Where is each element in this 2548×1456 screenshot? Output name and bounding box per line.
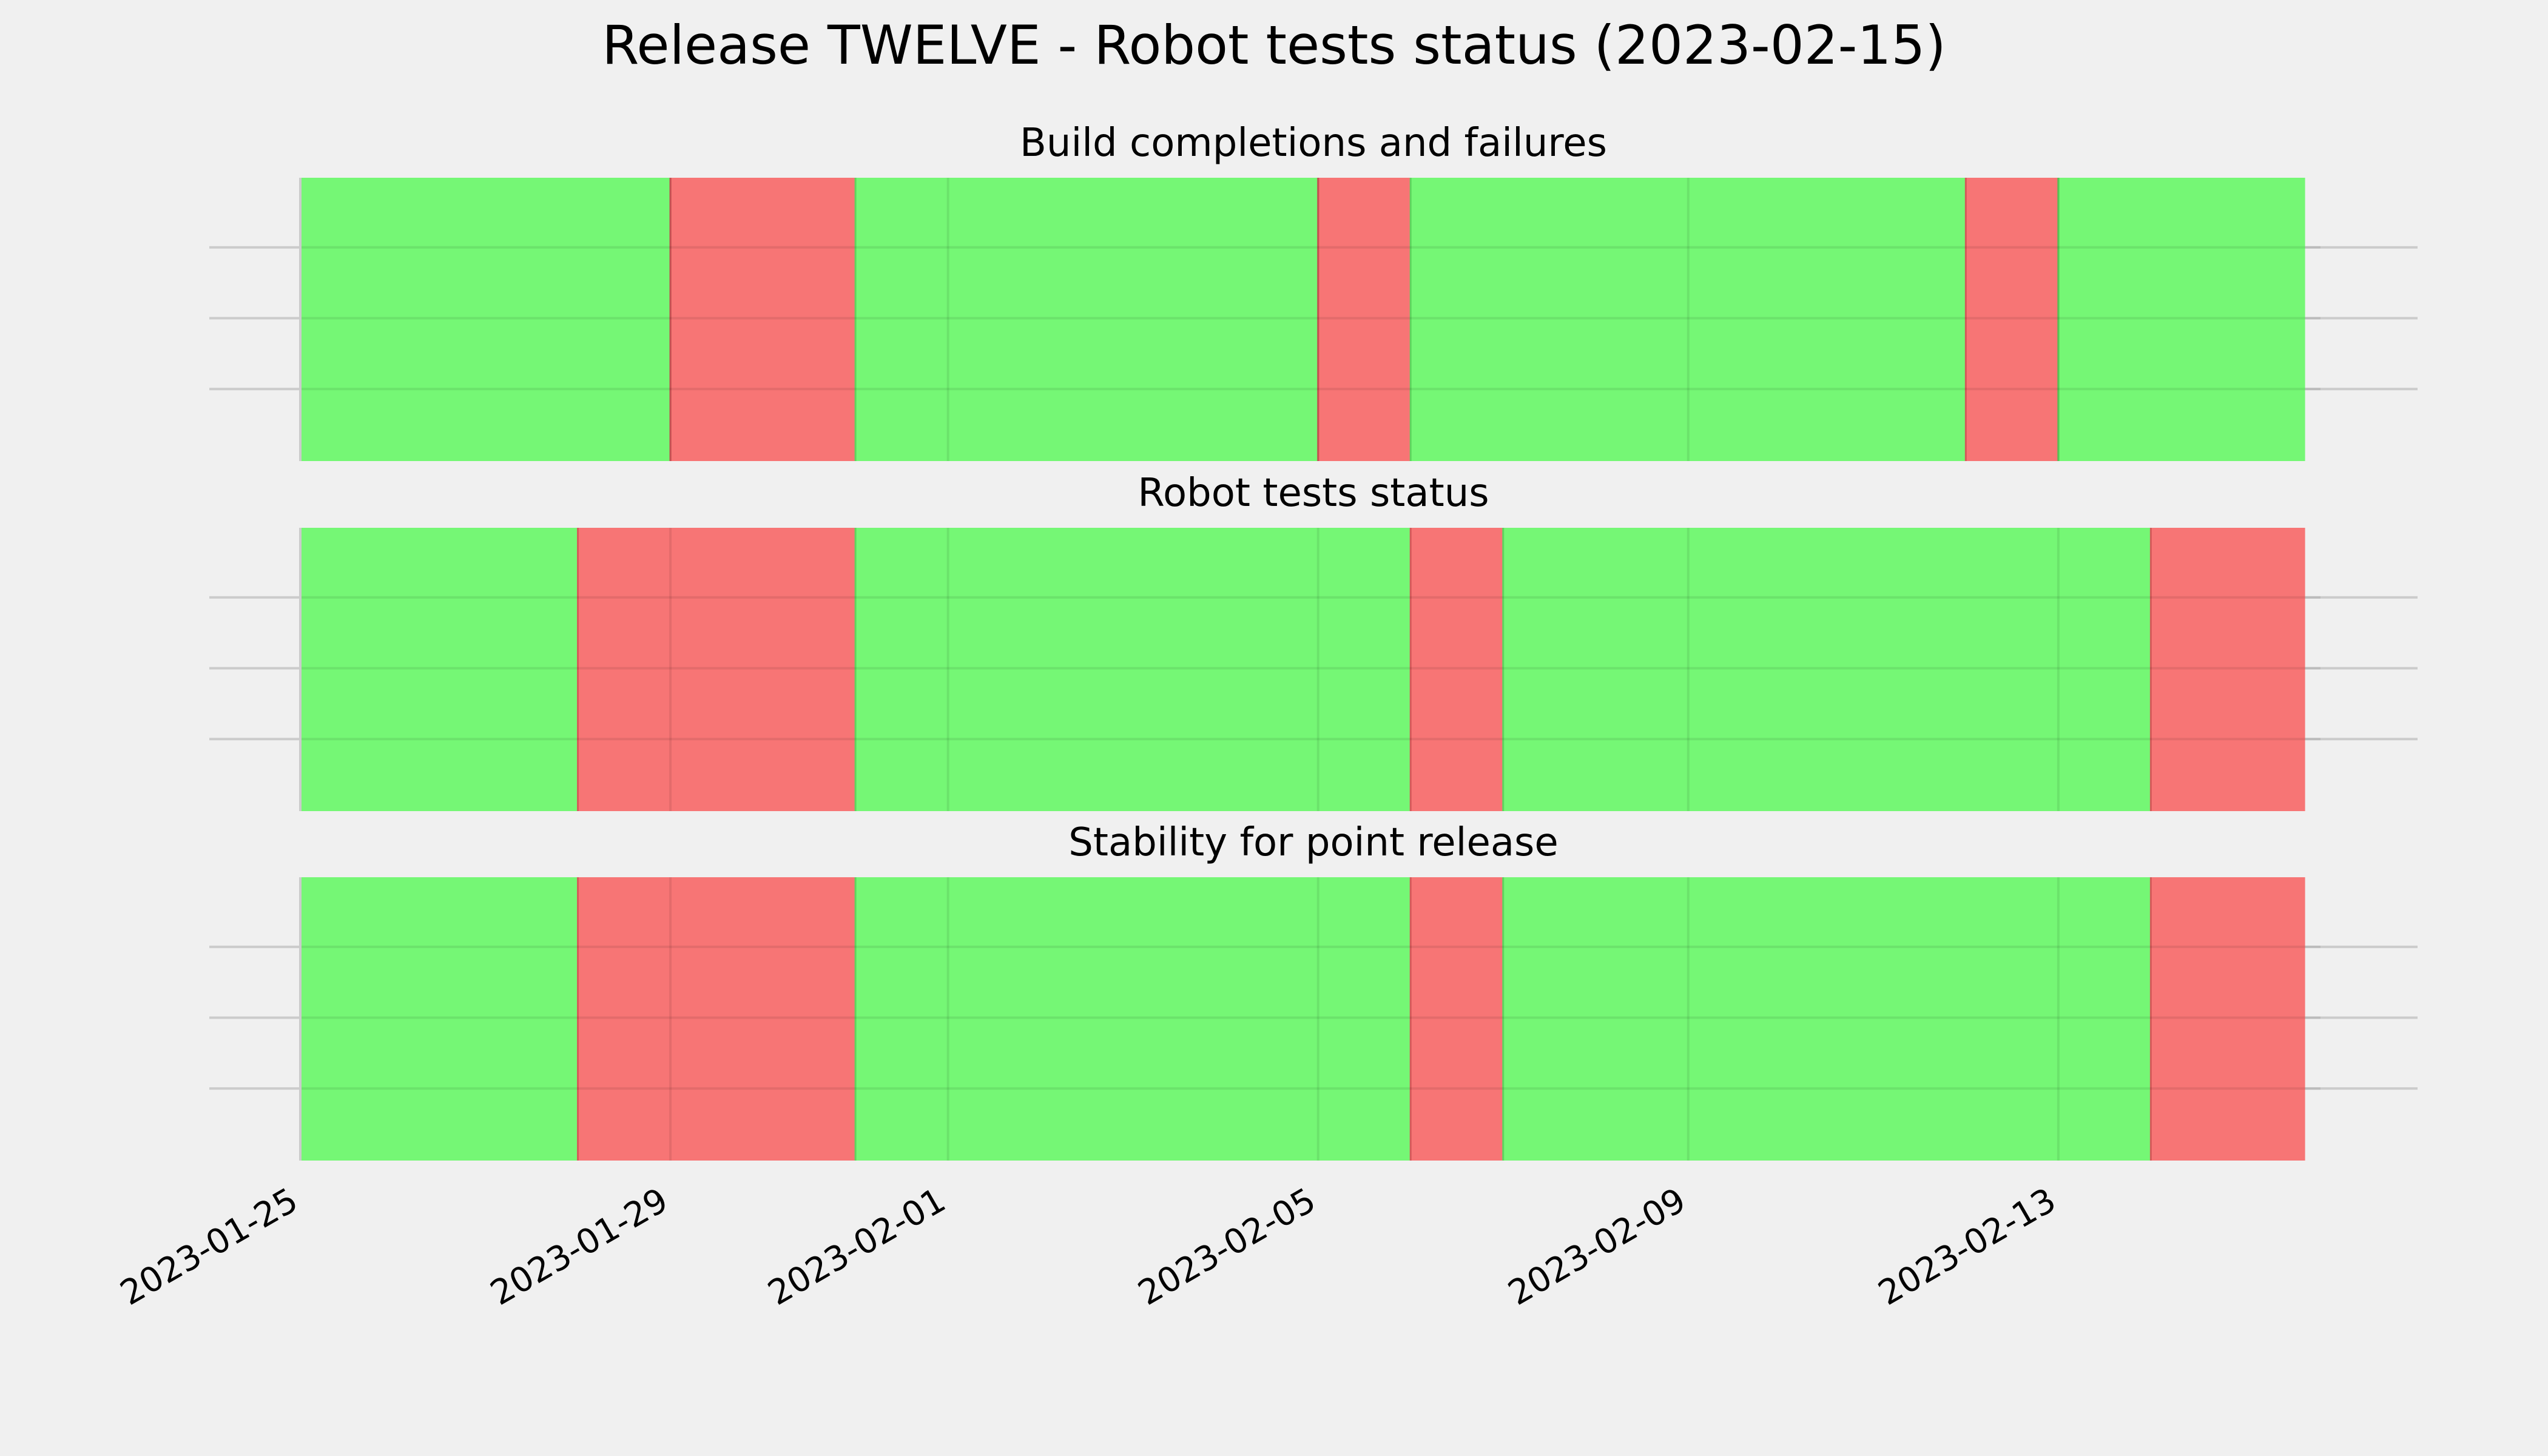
panel-3: Stability for point release: [209, 820, 2418, 1161]
status-segment-pass: [855, 877, 1411, 1161]
status-segment-pass: [1410, 178, 1966, 461]
status-segment-pass: [300, 877, 578, 1161]
status-segment-pass: [300, 178, 671, 461]
status-segment-fail: [670, 178, 856, 461]
status-segment-fail: [1410, 528, 1503, 811]
status-segment-fail: [1318, 178, 1411, 461]
status-segment-pass: [300, 528, 578, 811]
panel-1: Build completions and failures: [209, 121, 2418, 461]
chart-title: Release TWELVE - Robot tests status (202…: [602, 14, 1946, 76]
panel-2: Robot tests status: [209, 471, 2418, 811]
status-segment-fail: [2151, 528, 2305, 811]
panels-layer: Build completions and failures Robot test…: [209, 121, 2418, 1161]
panel-title: Stability for point release: [1068, 820, 1559, 865]
panel-title: Robot tests status: [1138, 471, 1489, 516]
status-segment-pass: [2058, 178, 2305, 461]
status-segment-fail: [578, 877, 856, 1161]
status-segment-fail: [2151, 877, 2305, 1161]
panel-title: Build completions and failures: [1020, 121, 1607, 166]
status-segment-fail: [1966, 178, 2058, 461]
status-segment-pass: [855, 178, 1318, 461]
status-segment-pass: [1503, 528, 2151, 811]
status-segment-fail: [578, 528, 856, 811]
status-segment-pass: [855, 528, 1411, 811]
status-segment-pass: [1503, 877, 2151, 1161]
status-segment-fail: [1410, 877, 1503, 1161]
